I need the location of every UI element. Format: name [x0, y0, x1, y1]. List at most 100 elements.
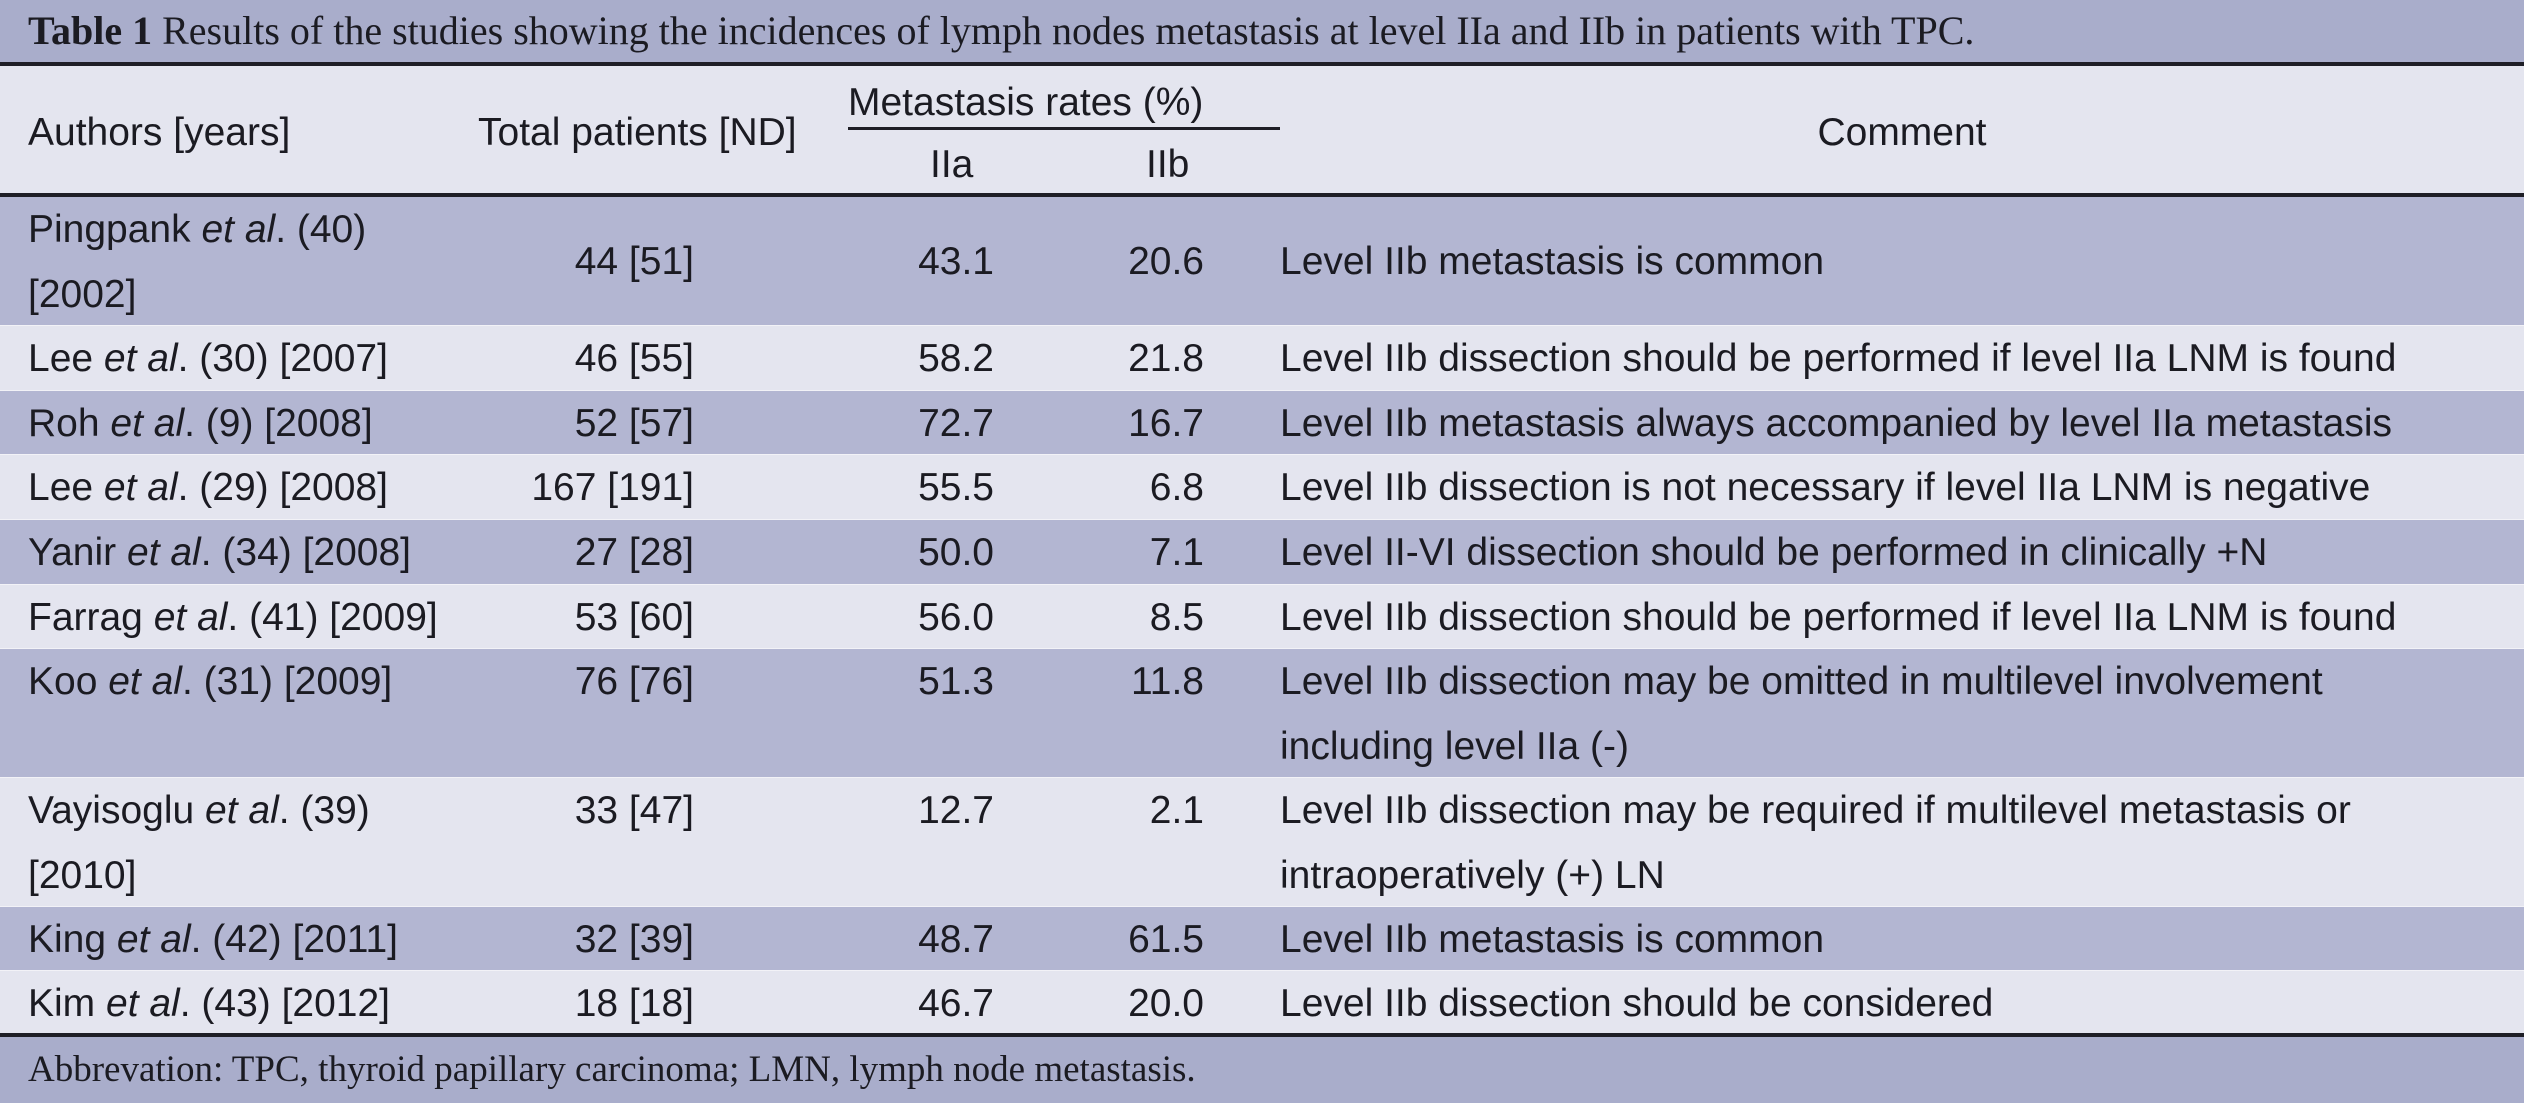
- header-comment: Comment: [1817, 111, 1987, 154]
- caption-label: Table 1: [28, 8, 153, 53]
- author-name: Pingpank: [28, 208, 202, 251]
- author-cell: Pingpank et al. (40): [28, 197, 366, 262]
- author-year: [2010]: [28, 854, 137, 897]
- author-etal: et al: [103, 466, 178, 509]
- author-name: Kim: [28, 982, 106, 1025]
- rate-iib: 16.7: [1128, 402, 1204, 445]
- author-etal: et al: [127, 531, 201, 574]
- comment-text: Level IIb metastasis is common: [1280, 240, 1825, 283]
- comment-text: Level IIb metastasis always accompanied …: [1280, 402, 2393, 445]
- bottom-rule: [0, 1033, 2524, 1037]
- author-ref: . (39): [278, 789, 370, 832]
- author-ref: . (30) [2007]: [177, 337, 388, 380]
- rate-iib: 21.8: [1128, 337, 1204, 380]
- top-rule: [0, 62, 2524, 66]
- author-cell: Farrag et al. (41) [2009]: [28, 585, 438, 650]
- comment-text: Level IIb metastasis is common: [1280, 918, 1825, 961]
- header-authors: Authors [years]: [28, 111, 291, 154]
- comment-text: Level IIb dissection is not necessary if…: [1280, 466, 2371, 509]
- header-iib: IIb: [1146, 143, 1190, 186]
- author-cell: Roh et al. (9) [2008]: [28, 391, 373, 456]
- author-ref: . (29) [2008]: [177, 466, 388, 509]
- rate-iib: 20.0: [1128, 982, 1204, 1025]
- author-cell: King et al. (42) [2011]: [28, 907, 398, 972]
- comment-text: Level IIb dissection should be considere…: [1280, 982, 1994, 1025]
- total-patients: 32 [39]: [574, 918, 694, 961]
- author-name: Lee: [28, 337, 104, 380]
- author-etal: et al: [106, 982, 180, 1025]
- table-row: Roh et al. (9) [2008] 52 [57] 72.7 16.7 Leve…: [0, 391, 2524, 455]
- rate-iib: 6.8: [1149, 466, 1204, 509]
- author-ref: . (43) [2012]: [179, 982, 391, 1025]
- author-cell: Koo et al. (31) [2009]: [28, 649, 392, 714]
- rate-iia: 12.7: [918, 789, 994, 832]
- total-patients: 33 [47]: [574, 789, 694, 832]
- author-ref: . (41) [2009]: [227, 596, 438, 639]
- header-iia: IIa: [930, 143, 974, 186]
- author-name: Roh: [28, 402, 111, 445]
- author-etal: et al: [110, 402, 185, 445]
- author-year: [2002]: [28, 273, 137, 316]
- author-cell: Lee et al. (30) [2007]: [28, 326, 388, 391]
- comment-text-cont: intraoperatively (+) LN: [1280, 854, 1665, 897]
- author-cell: Vayisoglu et al. (39): [28, 778, 370, 843]
- author-ref: . (40): [275, 208, 367, 251]
- author-name: Farrag: [28, 596, 154, 639]
- rate-iib: 11.8: [1130, 660, 1204, 703]
- table-row: Vayisoglu et al. (39) [2010] 33 [47] 12.7 2.…: [0, 778, 2524, 907]
- rate-iib: 2.1: [1149, 789, 1204, 832]
- header-rates: Metastasis rates (%): [848, 81, 1204, 124]
- comment-text: Level IIb dissection should be performed…: [1280, 596, 2397, 639]
- header-total: Total patients [ND]: [478, 111, 797, 154]
- rate-iia: 43.1: [918, 240, 994, 283]
- author-cell: Kim et al. (43) [2012]: [28, 971, 390, 1036]
- rate-iib: 61.5: [1128, 918, 1204, 961]
- table-row: Lee et al. (29) [2008] 167 [191] 55.5 6.8 Le…: [0, 455, 2524, 520]
- author-ref: . (42) [2011]: [190, 918, 399, 961]
- table-row: Yanir et al. (34) [2008] 27 [28] 50.0 7.1 Le…: [0, 520, 2524, 585]
- author-name: Vayisoglu: [28, 789, 206, 832]
- table-row: Pingpank et al. (40) [2002] 44 [51] 43.1 20.…: [0, 197, 2524, 326]
- table-row: Farrag et al. (41) [2009] 53 [60] 56.0 8.5 L…: [0, 585, 2524, 649]
- author-etal: et al: [103, 337, 178, 380]
- total-patients: 52 [57]: [574, 402, 694, 445]
- table-row: Koo et al. (31) [2009] 76 [76] 51.3 11.8 Lev…: [0, 649, 2524, 778]
- caption-text: Results of the studies showing the incid…: [152, 8, 1975, 53]
- author-etal: et al: [205, 789, 279, 832]
- author-ref: . (34) [2008]: [200, 531, 412, 574]
- total-patients: 27 [28]: [574, 531, 694, 574]
- author-name: Yanir: [28, 531, 127, 574]
- table-row: King et al. (42) [2011] 32 [39] 48.7 61.5 Le…: [0, 907, 2524, 971]
- author-ref: . (31) [2009]: [181, 660, 393, 703]
- comment-text: Level IIb dissection may be required if …: [1280, 789, 2351, 832]
- author-etal: et al: [153, 596, 228, 639]
- total-patients: 46 [55]: [574, 337, 694, 380]
- header-rule: [0, 193, 2524, 197]
- table-caption: Table 1 Results of the studies showing t…: [0, 0, 2524, 62]
- header-rates-underline: [848, 127, 1280, 130]
- total-patients: 76 [76]: [574, 660, 694, 703]
- author-cell: Yanir et al. (34) [2008]: [28, 520, 411, 585]
- author-etal: et al: [201, 208, 276, 251]
- author-etal: et al: [108, 660, 182, 703]
- rate-iia: 46.7: [918, 982, 994, 1025]
- author-name: Lee: [28, 466, 104, 509]
- author-etal: et al: [116, 918, 191, 961]
- comment-text: Level IIb dissection should be performed…: [1280, 337, 2397, 380]
- rate-iia: 51.3: [918, 660, 994, 703]
- author-name: King: [28, 918, 117, 961]
- rate-iib: 20.6: [1128, 240, 1204, 283]
- rate-iia: 56.0: [918, 596, 994, 639]
- total-patients: 44 [51]: [574, 240, 694, 283]
- rate-iia: 58.2: [918, 337, 994, 380]
- author-ref: . (9) [2008]: [184, 402, 373, 445]
- table-row: Kim et al. (43) [2012] 18 [18] 46.7 20.0 Lev…: [0, 971, 2524, 1033]
- total-patients: 18 [18]: [574, 982, 694, 1025]
- author-name: Koo: [28, 660, 109, 703]
- table-footnote: Abbrevation: TPC, thyroid papillary carc…: [0, 1037, 2524, 1103]
- rate-iia: 48.7: [918, 918, 994, 961]
- table-row: Lee et al. (30) [2007] 46 [55] 58.2 21.8 Lev…: [0, 326, 2524, 391]
- rate-iia: 72.7: [918, 402, 994, 445]
- comment-text: Level II-VI dissection should be perform…: [1280, 531, 2268, 574]
